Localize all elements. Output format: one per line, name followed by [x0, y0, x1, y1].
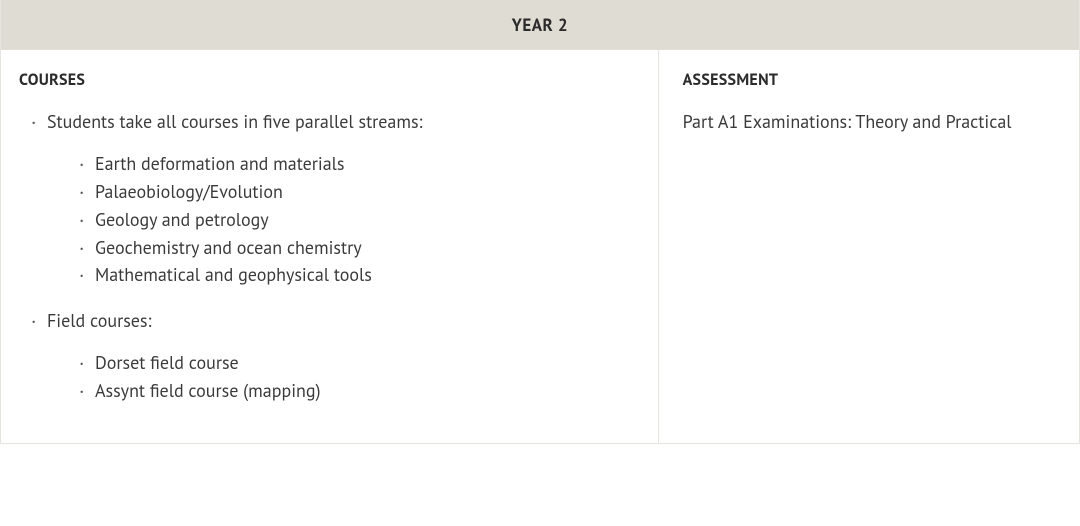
list-item: Students take all courses in five parall…	[19, 108, 634, 289]
courses-column: COURSES Students take all courses in fiv…	[1, 50, 659, 443]
courses-heading: COURSES	[19, 70, 634, 90]
columns: COURSES Students take all courses in fiv…	[1, 50, 1079, 443]
sub-list: Dorset field course Assynt field course …	[47, 349, 634, 405]
sub-list-item: Mathematical and geophysical tools	[79, 261, 634, 289]
sub-list-item: Earth deformation and materials	[79, 150, 634, 178]
assessment-heading: ASSESSMENT	[683, 70, 1055, 90]
year-header: YEAR 2	[1, 0, 1079, 50]
sub-list-item: Geology and petrology	[79, 206, 634, 234]
sub-list-item: Palaeobiology/Evolution	[79, 178, 634, 206]
list-item-label: Field courses:	[47, 309, 151, 332]
assessment-column: ASSESSMENT Part A1 Examinations: Theory …	[659, 50, 1079, 443]
year-block: YEAR 2 COURSES Students take all courses…	[0, 0, 1080, 444]
assessment-text: Part A1 Examinations: Theory and Practic…	[683, 108, 1055, 136]
list-item: Field courses: Dorset field course Assyn…	[19, 307, 634, 405]
courses-list: Students take all courses in five parall…	[19, 108, 634, 405]
sub-list-item: Geochemistry and ocean chemistry	[79, 234, 634, 262]
sub-list: Earth deformation and materials Palaeobi…	[47, 150, 634, 289]
sub-list-item: Dorset field course	[79, 349, 634, 377]
list-item-label: Students take all courses in five parall…	[47, 110, 423, 133]
sub-list-item: Assynt field course (mapping)	[79, 377, 634, 405]
